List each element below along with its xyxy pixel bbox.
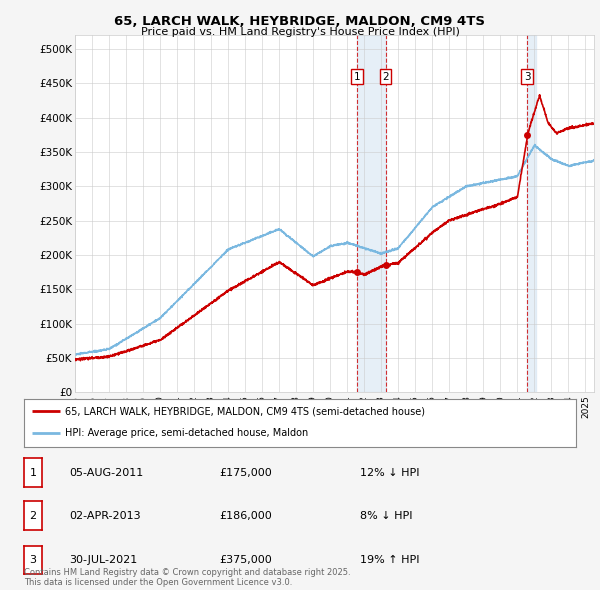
Bar xyxy=(358,35,386,392)
Text: 02-APR-2013: 02-APR-2013 xyxy=(69,511,140,520)
Text: £375,000: £375,000 xyxy=(220,555,272,565)
Text: 05-AUG-2011: 05-AUG-2011 xyxy=(69,468,143,477)
Text: 3: 3 xyxy=(524,71,530,81)
Text: 65, LARCH WALK, HEYBRIDGE, MALDON, CM9 4TS: 65, LARCH WALK, HEYBRIDGE, MALDON, CM9 4… xyxy=(115,15,485,28)
Text: 12% ↓ HPI: 12% ↓ HPI xyxy=(360,468,419,477)
Text: 30-JUL-2021: 30-JUL-2021 xyxy=(69,555,137,565)
Text: HPI: Average price, semi-detached house, Maldon: HPI: Average price, semi-detached house,… xyxy=(65,428,308,438)
Text: Contains HM Land Registry data © Crown copyright and database right 2025.
This d: Contains HM Land Registry data © Crown c… xyxy=(24,568,350,587)
Text: Price paid vs. HM Land Registry's House Price Index (HPI): Price paid vs. HM Land Registry's House … xyxy=(140,27,460,37)
Text: 2: 2 xyxy=(29,511,37,520)
Text: 65, LARCH WALK, HEYBRIDGE, MALDON, CM9 4TS (semi-detached house): 65, LARCH WALK, HEYBRIDGE, MALDON, CM9 4… xyxy=(65,407,425,416)
Text: £186,000: £186,000 xyxy=(220,511,272,520)
Bar xyxy=(527,35,536,392)
Text: 1: 1 xyxy=(354,71,361,81)
Text: 1: 1 xyxy=(29,468,37,477)
Text: 2: 2 xyxy=(382,71,389,81)
Text: 8% ↓ HPI: 8% ↓ HPI xyxy=(360,511,413,520)
Text: 19% ↑ HPI: 19% ↑ HPI xyxy=(360,555,419,565)
Text: £175,000: £175,000 xyxy=(220,468,272,477)
Text: 3: 3 xyxy=(29,555,37,565)
